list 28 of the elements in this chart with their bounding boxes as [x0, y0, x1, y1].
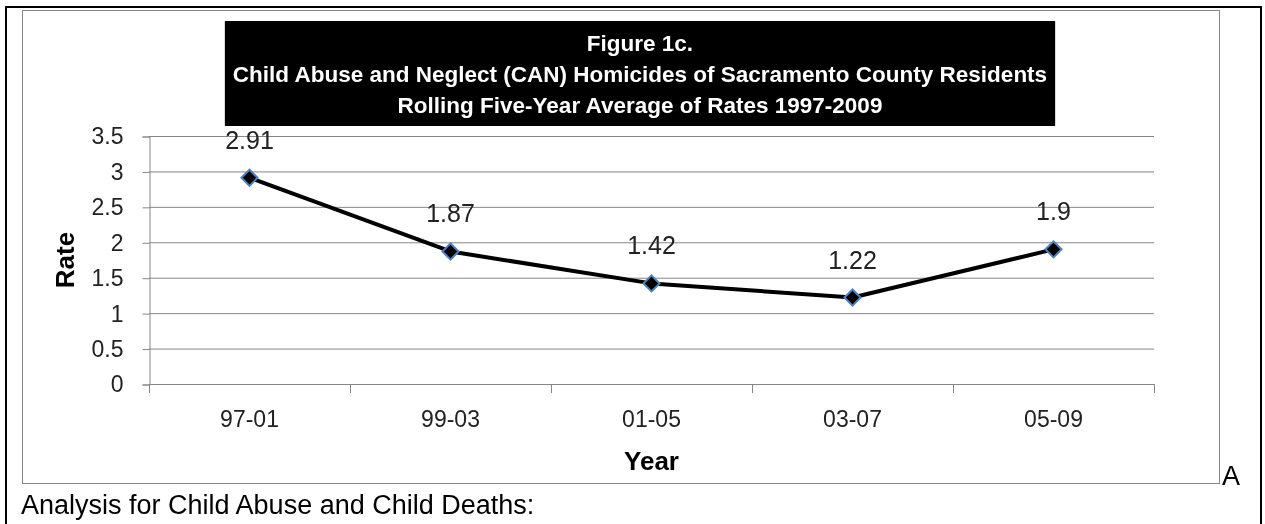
y-tick-label: 3.5 [91, 123, 124, 150]
point [441, 242, 460, 261]
x-tick-label: 01-05 [622, 405, 681, 432]
x-tick-label: 05-09 [1024, 405, 1083, 432]
y-tick-label: 1 [110, 300, 124, 327]
data-label: 1.22 [828, 245, 877, 274]
y-tick-label: 2.5 [91, 194, 124, 221]
point [642, 274, 661, 293]
data-label: 1.87 [426, 199, 475, 228]
y-tick-label: 2 [110, 229, 124, 256]
data-label: 1.42 [627, 231, 676, 260]
data-label: 2.91 [225, 125, 274, 154]
y-axis-title: Rate [50, 231, 80, 289]
y-tick-label: 1.5 [91, 265, 124, 292]
point [1044, 240, 1063, 259]
point [240, 168, 259, 187]
point [843, 288, 862, 307]
y-tick-label: 3 [110, 158, 124, 185]
x-tick-label: 97-01 [220, 405, 279, 432]
x-tick-label: 99-03 [421, 405, 480, 432]
data-label: 1.9 [1036, 197, 1071, 226]
x-tick-label: 03-07 [823, 405, 882, 432]
y-tick-label: 0 [110, 371, 124, 398]
y-tick-label: 0.5 [91, 335, 124, 362]
text: A [1222, 461, 1241, 491]
text: Analysis for Child Abuse and Child Deaths: [21, 490, 535, 520]
x-axis-title: Year [624, 446, 679, 476]
chart-title: Figure 1c. Child Abuse and Neglect (CAN) Homicides of Sacramento County Residents Rolling Five-Year Average of Rates 1997-2009 [232, 31, 1048, 118]
